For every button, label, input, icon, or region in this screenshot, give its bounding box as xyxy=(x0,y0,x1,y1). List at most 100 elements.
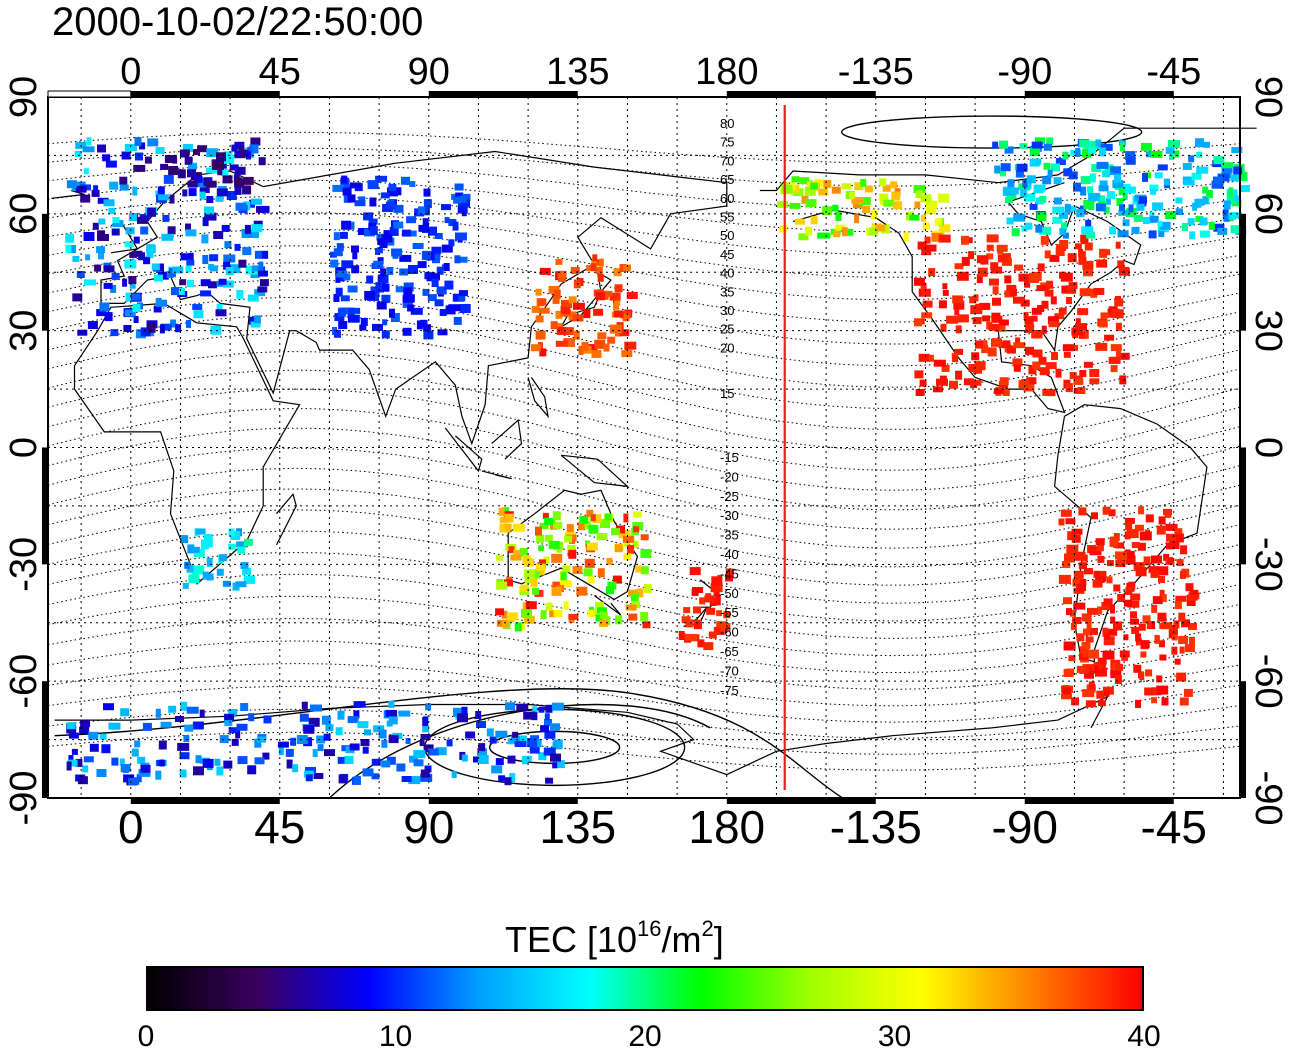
tec-block xyxy=(1077,308,1089,316)
tec-block xyxy=(626,292,638,299)
tec-block xyxy=(495,758,504,766)
tec-block xyxy=(159,759,165,767)
tec-block xyxy=(72,293,83,302)
contour-pole-north xyxy=(840,115,1143,149)
tec-block xyxy=(175,324,182,333)
tec-block xyxy=(201,234,209,244)
tec-block xyxy=(1203,141,1210,148)
tec-block xyxy=(1184,644,1195,653)
tec-block xyxy=(202,217,209,227)
tec-block xyxy=(193,766,204,776)
tec-block xyxy=(68,732,79,739)
tec-block xyxy=(553,289,561,299)
tec-block xyxy=(229,264,241,274)
tec-block xyxy=(401,776,412,782)
lat-tick-label-right: 30 xyxy=(1247,310,1289,352)
tec-block xyxy=(553,609,563,617)
tec-block xyxy=(1169,541,1180,549)
tec-block xyxy=(576,586,588,596)
tec-block xyxy=(986,253,994,260)
tec-block xyxy=(1230,174,1241,182)
tec-block xyxy=(854,214,860,224)
tec-block xyxy=(1217,227,1228,235)
tec-block xyxy=(215,309,227,317)
tec-block xyxy=(938,300,947,309)
tec-block xyxy=(86,137,92,146)
tec-block xyxy=(975,303,984,310)
tec-block xyxy=(1032,361,1041,370)
tec-block xyxy=(579,515,589,524)
tec-block xyxy=(1119,375,1127,385)
tec-block xyxy=(822,206,833,216)
tec-block xyxy=(790,181,796,191)
tec-block xyxy=(599,611,608,619)
lon-tick-label-top: 180 xyxy=(695,51,758,93)
tec-block xyxy=(1061,285,1071,294)
tec-block xyxy=(344,756,354,764)
tec-block xyxy=(435,747,447,756)
tec-block xyxy=(1093,570,1100,578)
tec-block xyxy=(1060,222,1067,231)
graticule xyxy=(48,97,1240,798)
tec-block xyxy=(551,586,562,596)
tec-block xyxy=(1026,175,1036,184)
tec-block xyxy=(242,247,252,256)
tec-block xyxy=(1113,533,1120,541)
tec-block xyxy=(1097,700,1106,707)
tec-block xyxy=(1004,197,1013,204)
tec-block xyxy=(879,178,887,187)
tec-block xyxy=(1044,250,1051,259)
tec-block xyxy=(544,534,553,542)
tec-block xyxy=(510,554,522,561)
contour-label: 80 xyxy=(720,116,734,131)
tec-block xyxy=(190,546,200,553)
tec-block xyxy=(448,219,457,226)
tec-block xyxy=(343,273,351,281)
tec-block xyxy=(530,344,541,352)
tec-block xyxy=(388,700,395,708)
tec-block xyxy=(381,739,388,748)
tec-block xyxy=(1023,180,1032,189)
coastline xyxy=(527,377,549,419)
tec-block xyxy=(1062,687,1072,695)
tec-block xyxy=(245,265,258,275)
tec-block xyxy=(956,271,969,281)
tec-block xyxy=(218,278,227,285)
tec-block xyxy=(1063,168,1073,177)
tec-block xyxy=(452,221,459,231)
tec-block xyxy=(179,752,190,760)
tec-block xyxy=(1157,164,1168,171)
tec-block xyxy=(1013,364,1021,372)
tec-block xyxy=(1031,315,1038,322)
tec-block xyxy=(360,318,368,326)
tec-block xyxy=(938,234,951,243)
lon-tick-label-top: -135 xyxy=(838,51,914,93)
tec-block xyxy=(254,738,262,748)
tec-block xyxy=(1048,321,1060,328)
tec-block xyxy=(535,315,544,323)
tec-block xyxy=(615,615,623,625)
tec-block xyxy=(98,250,104,260)
tec-block xyxy=(1039,367,1050,376)
tec-block xyxy=(258,270,268,277)
tec-block xyxy=(1105,197,1111,205)
tec-block xyxy=(129,251,138,258)
tec-block xyxy=(581,341,589,351)
tec-block xyxy=(1151,555,1162,564)
tec-block xyxy=(519,547,528,557)
tec-block xyxy=(202,758,214,768)
tec-block xyxy=(568,613,579,620)
tec-block xyxy=(1186,600,1196,606)
tec-block xyxy=(640,566,649,575)
tec-block xyxy=(422,218,429,227)
tec-block xyxy=(1080,578,1087,585)
tec-block xyxy=(1182,223,1188,231)
tec-block xyxy=(791,176,800,183)
tec-block xyxy=(131,748,139,757)
tec-block xyxy=(555,310,563,319)
tec-block xyxy=(339,231,348,239)
tec-block xyxy=(1212,176,1223,184)
tec-block xyxy=(478,743,486,752)
tec-block xyxy=(192,304,203,310)
tec-block xyxy=(496,581,508,590)
